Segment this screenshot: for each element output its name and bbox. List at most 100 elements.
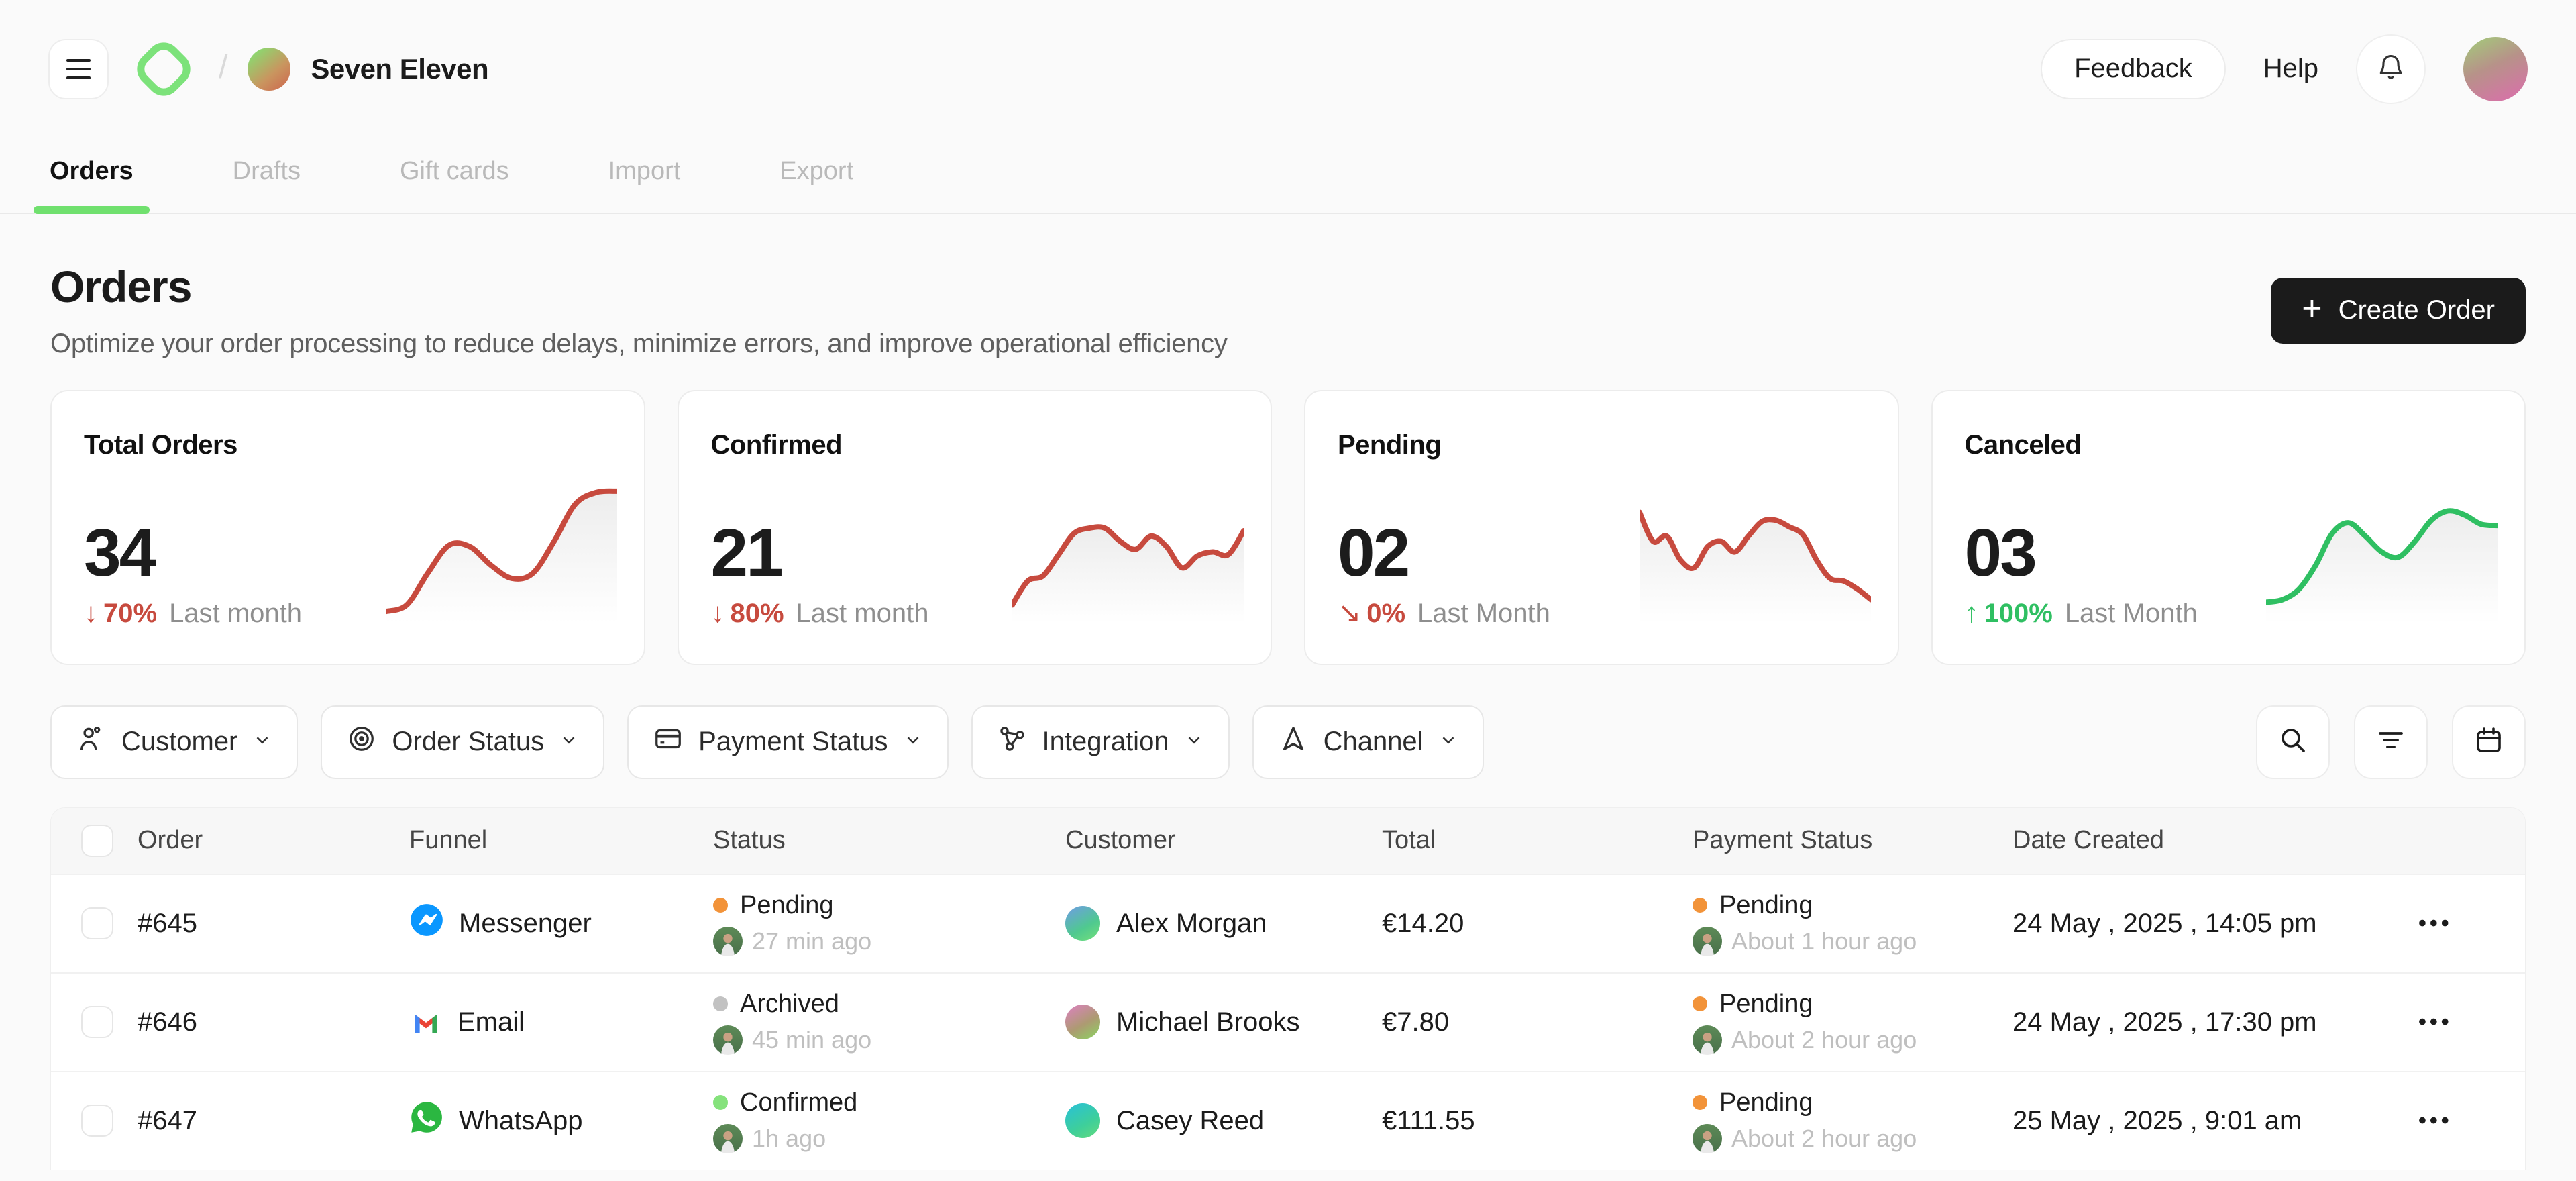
app-logo-icon[interactable]	[129, 34, 199, 104]
payment-avatar	[1693, 1025, 1722, 1055]
row-menu-button[interactable]: •••	[2418, 910, 2453, 936]
messenger-icon	[409, 903, 444, 944]
tab-import[interactable]: Import	[608, 157, 681, 185]
trend-down-icon: ↓	[710, 596, 725, 628]
filter-order-status[interactable]: Order Status	[321, 705, 605, 779]
table-header-row: Order Funnel Status Customer Total Payme…	[51, 807, 2525, 874]
bell-icon	[2376, 52, 2406, 85]
date-created: 24 May , 2025 , 14:05 pm	[2012, 908, 2317, 938]
payment-dot	[1693, 898, 1707, 913]
filter-lines-icon	[2375, 724, 2407, 760]
credit-card-icon	[653, 723, 684, 761]
tab-export[interactable]: Export	[780, 157, 854, 185]
stat-title: Canceled	[1964, 429, 2082, 460]
trending-down-icon: ↘	[1338, 596, 1362, 628]
column-order: Order	[138, 826, 203, 855]
top-bar-actions: Feedback Help	[2041, 34, 2528, 104]
status-avatar	[713, 926, 743, 956]
calendar-button[interactable]	[2452, 705, 2526, 779]
funnel-label: WhatsApp	[459, 1105, 583, 1135]
payment-dot	[1693, 1095, 1707, 1111]
active-tab-indicator	[34, 206, 150, 214]
create-order-button[interactable]: + Create Order	[2271, 277, 2526, 344]
chevron-down-icon	[559, 727, 579, 757]
notifications-button[interactable]	[2356, 34, 2426, 104]
column-customer: Customer	[1065, 826, 1176, 855]
order-total: €7.80	[1382, 1007, 1450, 1037]
orders-table: Order Funnel Status Customer Total Payme…	[50, 807, 2526, 1170]
funnel-label: Email	[458, 1007, 525, 1037]
target-icon	[346, 723, 377, 761]
feedback-button[interactable]: Feedback	[2041, 38, 2226, 99]
gmail-icon	[409, 1005, 443, 1039]
sparkline-chart	[385, 486, 617, 623]
column-funnel: Funnel	[409, 826, 488, 855]
page-subtitle: Optimize your order processing to reduce…	[50, 328, 1228, 358]
whatsapp-icon	[409, 1100, 444, 1141]
search-button[interactable]	[2256, 705, 2330, 779]
workspace-name[interactable]: Seven Eleven	[311, 52, 489, 85]
order-id: #646	[138, 1007, 197, 1037]
chevron-down-icon	[903, 727, 923, 757]
filter-channel[interactable]: Channel	[1252, 705, 1484, 779]
page-header: Orders Optimize your order processing to…	[50, 262, 2526, 359]
payment-avatar	[1693, 926, 1722, 956]
row-checkbox[interactable]	[81, 907, 113, 940]
channel-icon	[1278, 723, 1309, 761]
order-status-cell: Archived 45 min ago	[713, 990, 1065, 1055]
row-menu-button[interactable]: •••	[2418, 1009, 2453, 1035]
stat-value: 03	[1964, 515, 2037, 590]
workspace-avatar[interactable]	[248, 47, 291, 91]
filter-integration[interactable]: Integration	[971, 705, 1230, 779]
order-id: #647	[138, 1105, 197, 1135]
row-menu-button[interactable]: •••	[2418, 1107, 2453, 1133]
status-dot	[713, 996, 728, 1012]
payment-status-cell: Pending About 1 hour ago	[1693, 891, 2012, 956]
stat-title: Confirmed	[710, 429, 843, 460]
table-row[interactable]: #646 Email Archived 45 min ago	[51, 972, 2525, 1071]
search-icon	[2277, 724, 2309, 760]
filter-customer[interactable]: Customer	[50, 705, 299, 779]
stat-card-confirmed[interactable]: Confirmed 21 ↓ 80% Last month	[677, 389, 1272, 665]
stat-card-total-orders[interactable]: Total Orders 34 ↓ 70% Last month	[50, 389, 645, 665]
stat-card-canceled[interactable]: Canceled 03 ↑ 100% Last Month	[1931, 389, 2526, 665]
table-row[interactable]: #647 WhatsApp Confirmed 1h ago	[51, 1070, 2525, 1170]
stat-trend: ↓ 70% Last month	[84, 596, 302, 628]
tab-orders[interactable]: Orders	[34, 157, 150, 214]
order-status-cell: Pending 27 min ago	[713, 891, 1065, 956]
payment-status-cell: Pending About 2 hour ago	[1693, 990, 2012, 1055]
help-link[interactable]: Help	[2263, 54, 2318, 83]
stat-trend: ↓ 80% Last month	[710, 596, 929, 628]
select-all-checkbox[interactable]	[81, 824, 113, 857]
filter-payment-status[interactable]: Payment Status	[627, 705, 949, 779]
filter-button[interactable]	[2354, 705, 2428, 779]
breadcrumb-separator: /	[219, 50, 228, 85]
tab-gift-cards[interactable]: Gift cards	[399, 157, 509, 185]
stat-trend: ↘ 0% Last Month	[1338, 596, 1550, 628]
sparkline-chart	[1012, 486, 1244, 623]
tab-drafts[interactable]: Drafts	[232, 157, 301, 185]
status-avatar	[713, 1123, 743, 1153]
column-date-created: Date Created	[2012, 826, 2165, 855]
table-row[interactable]: #645 Messenger Pending 27 min ago	[51, 873, 2525, 972]
trend-down-icon: ↓	[84, 596, 98, 628]
date-created: 24 May , 2025 , 17:30 pm	[2012, 1007, 2317, 1037]
customer-avatar	[1065, 1103, 1100, 1139]
breadcrumb: / Seven Eleven	[48, 34, 489, 104]
row-checkbox[interactable]	[81, 1006, 113, 1039]
sparkline-chart	[1639, 486, 1871, 623]
stat-value: 21	[710, 515, 784, 590]
order-id: #645	[138, 908, 197, 938]
chevron-down-icon	[1184, 727, 1204, 757]
stat-card-pending[interactable]: Pending 02 ↘ 0% Last Month	[1304, 389, 1899, 665]
stat-value: 02	[1338, 515, 1410, 590]
profile-avatar[interactable]	[2463, 36, 2528, 101]
order-total: €111.55	[1382, 1105, 1475, 1135]
chevron-down-icon	[1438, 727, 1458, 757]
customer-cell: Michael Brooks	[1065, 1005, 1382, 1040]
row-checkbox[interactable]	[81, 1105, 113, 1137]
payment-status-cell: Pending About 2 hour ago	[1693, 1088, 2012, 1153]
customer-cell: Alex Morgan	[1065, 906, 1382, 941]
order-status-cell: Confirmed 1h ago	[713, 1088, 1065, 1153]
hamburger-menu-button[interactable]	[48, 38, 109, 99]
